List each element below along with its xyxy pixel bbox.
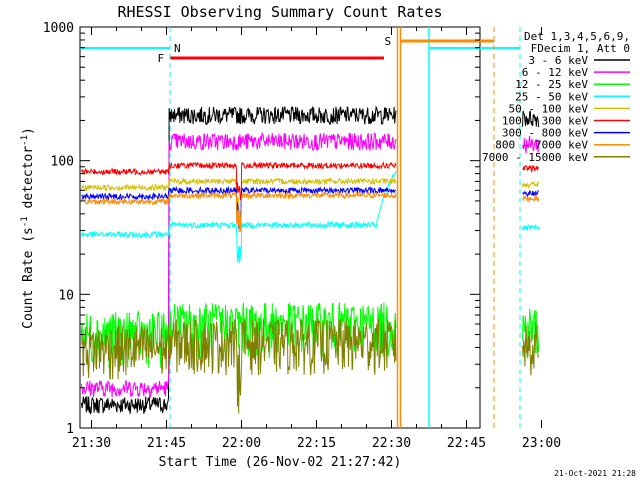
series-line-late-4 <box>522 180 540 190</box>
flare-label: F <box>158 52 165 65</box>
x-tick-label: 21:30 <box>72 436 111 451</box>
series-line-0 <box>81 105 397 415</box>
series-line-late-8 <box>522 322 540 376</box>
legend-label: 6 - 12 keV <box>522 66 589 79</box>
legend-label: 50 - 100 keV <box>509 102 589 115</box>
night-label: N <box>174 42 181 55</box>
series-line-late-5 <box>522 164 540 173</box>
x-tick-label: 22:30 <box>372 436 411 451</box>
legend-header-line1: Det 1,3,4,5,6,9, <box>524 30 630 43</box>
series-line-late-3 <box>522 224 540 231</box>
legend-header-line2: FDecim 1, Att 0 <box>531 42 630 55</box>
series-line-late-7 <box>522 195 540 204</box>
x-tick-label: 22:00 <box>222 436 261 451</box>
x-tick-label: 23:00 <box>522 436 561 451</box>
y-tick-label: 1000 <box>43 21 74 36</box>
y-axis-label: Count Rate (s-1 detector-1) <box>20 127 36 329</box>
series-line-late-6 <box>522 190 539 198</box>
x-tick-label: 22:15 <box>297 436 336 451</box>
x-axis-label: Start Time (26-Nov-02 21:27:42) <box>159 455 402 470</box>
axes-group: 21:30 21:45 22:00 22:15 22:30 22:45 23:00 1 10 10… <box>43 21 561 451</box>
legend: Det 1,3,4,5,6,9, FDecim 1, Att 0 3 - 6 k… <box>482 30 630 164</box>
legend-label: 12 - 25 keV <box>515 78 588 91</box>
saa-label: S <box>385 35 392 48</box>
legend-label: 300 - 800 keV <box>502 127 588 140</box>
mode-markers: NF S <box>80 27 521 428</box>
legend-label: 800 - 7000 keV <box>495 139 588 152</box>
legend-label: 7000 - 15000 keV <box>482 151 588 164</box>
chart-title: RHESSI Observing Summary Count Rates <box>117 3 442 21</box>
series-line-late-1 <box>522 135 540 154</box>
y-tick-label: 1 <box>66 422 74 437</box>
legend-label: 100 - 300 keV <box>502 115 588 128</box>
x-tick-label: 22:45 <box>447 436 486 451</box>
series-line-late-0 <box>522 110 540 128</box>
legend-label: 25 - 50 keV <box>515 90 588 103</box>
series-line-8 <box>81 319 397 414</box>
series-group <box>81 105 540 415</box>
series-line-late-2 <box>522 308 540 359</box>
series-line-4 <box>81 176 397 223</box>
series-line-1 <box>81 131 397 399</box>
series-line-7 <box>81 190 397 233</box>
y-tick-label: 10 <box>58 288 74 303</box>
x-tick-label: 21:45 <box>147 436 186 451</box>
plot-frame <box>79 26 481 429</box>
series-line-5 <box>81 160 397 202</box>
y-tick-label: 100 <box>51 155 74 170</box>
footer-timestamp: 21-Oct-2021 21:28 <box>554 469 636 478</box>
legend-label: 3 - 6 keV <box>528 54 588 67</box>
series-line-3 <box>81 170 397 264</box>
